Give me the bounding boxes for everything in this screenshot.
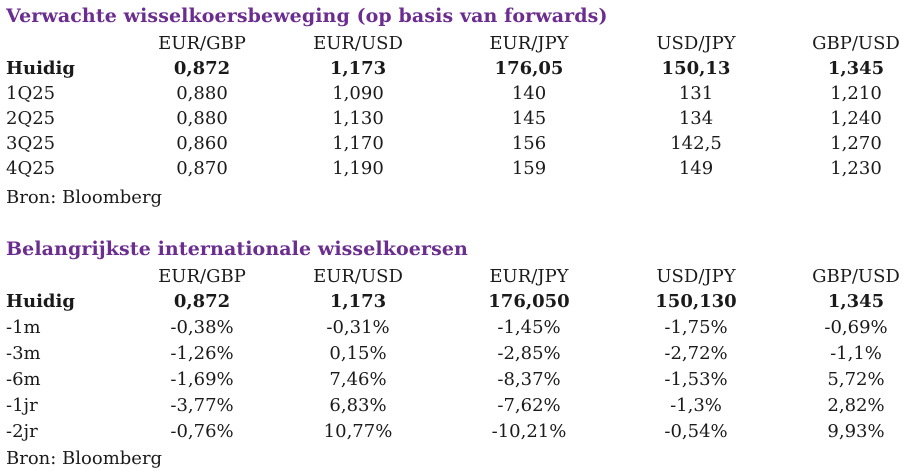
table-cell: -1,26% (170, 343, 234, 364)
column-header: EUR/GBP (158, 266, 246, 287)
table-cell: 176,050 (488, 291, 570, 312)
column-header: EUR/JPY (489, 266, 569, 287)
column-header: EUR/JPY (489, 33, 569, 54)
forwards-header-row: EUR/GBP EUR/USD EUR/JPY USD/JPY GBP/USD (0, 31, 915, 56)
table-cell: -2,72% (664, 343, 728, 364)
table-cell: -1,1% (830, 343, 882, 364)
table-cell: 1,345 (827, 291, 885, 312)
row-label: 3Q25 (6, 133, 56, 154)
table-cell: 1,240 (830, 108, 882, 129)
table-cell: -1,53% (664, 369, 728, 390)
table-cell: 0,880 (176, 83, 228, 104)
table-row: -2jr -0,76% 10,77% -10,21% -0,54% 9,93% (0, 419, 915, 444)
table-cell: 159 (511, 158, 547, 179)
row-label: 4Q25 (6, 158, 56, 179)
table-cell: 5,72% (827, 369, 885, 390)
table-cell: 1,173 (329, 58, 387, 79)
table-cell: -1,69% (170, 369, 234, 390)
column-header: EUR/USD (313, 33, 403, 54)
table-cell: 149 (678, 158, 714, 179)
row-label: -3m (6, 343, 41, 364)
table-cell: 0,872 (173, 291, 231, 312)
table-cell: 176,05 (494, 58, 564, 79)
table-cell: 1,345 (827, 58, 885, 79)
table-cell: -1,75% (664, 317, 728, 338)
column-header: EUR/USD (313, 266, 403, 287)
table-cell: 1,230 (830, 158, 882, 179)
table-cell: 9,93% (827, 421, 885, 442)
table-row: -3m -1,26% 0,15% -2,85% -2,72% -1,1% (0, 341, 915, 366)
rates-header-row: EUR/GBP EUR/USD EUR/JPY USD/JPY GBP/USD (0, 264, 915, 289)
table-cell: -8,37% (497, 369, 561, 390)
row-label: Huidig (6, 58, 75, 79)
table-cell: 1,210 (830, 83, 882, 104)
table-cell: -0,38% (170, 317, 234, 338)
table-cell: 0,15% (329, 343, 387, 364)
table-cell: 156 (511, 133, 547, 154)
column-header: GBP/USD (812, 266, 900, 287)
table-cell: 150,130 (655, 291, 737, 312)
table-cell: 1,190 (332, 158, 384, 179)
table-cell: 7,46% (329, 369, 387, 390)
column-header: GBP/USD (812, 33, 900, 54)
table-cell: -1,3% (670, 395, 722, 416)
rates-current-row: Huidig 0,872 1,173 176,050 150,130 1,345 (0, 289, 915, 314)
source-note: Bron: Bloomberg (6, 187, 163, 208)
row-label: 1Q25 (6, 83, 56, 104)
table-cell: -10,21% (491, 421, 567, 442)
table-cell: 0,870 (176, 158, 228, 179)
table-row: -6m -1,69% 7,46% -8,37% -1,53% 5,72% (0, 367, 915, 392)
table-cell: -2,85% (497, 343, 561, 364)
row-label: -2jr (6, 421, 38, 442)
table-cell: 6,83% (329, 395, 387, 416)
table-cell: 0,860 (176, 133, 228, 154)
table-row: -1m -0,38% -0,31% -1,45% -1,75% -0,69% (0, 315, 915, 340)
table-row: 3Q25 0,860 1,170 156 142,5 1,270 (0, 131, 915, 156)
table-cell: 1,170 (332, 133, 384, 154)
source-note: Bron: Bloomberg (6, 448, 163, 469)
row-label: -6m (6, 369, 41, 390)
column-header: EUR/GBP (158, 33, 246, 54)
table-cell: 1,090 (332, 83, 384, 104)
table-cell: -3,77% (170, 395, 234, 416)
table-cell: 1,130 (332, 108, 384, 129)
rates-title: Belangrijkste internationale wisselkoers… (6, 238, 468, 260)
table-row: 4Q25 0,870 1,190 159 149 1,230 (0, 156, 915, 181)
table-cell: 140 (511, 83, 547, 104)
table-cell: 10,77% (323, 421, 393, 442)
row-label: 2Q25 (6, 108, 56, 129)
table-cell: 145 (511, 108, 547, 129)
table-cell: 0,880 (176, 108, 228, 129)
table-cell: 150,13 (661, 58, 731, 79)
table-cell: -0,69% (824, 317, 888, 338)
column-header: USD/JPY (656, 266, 736, 287)
table-cell: 134 (678, 108, 714, 129)
table-cell: -0,31% (326, 317, 390, 338)
table-row: -1jr -3,77% 6,83% -7,62% -1,3% 2,82% (0, 393, 915, 418)
table-row: 2Q25 0,880 1,130 145 134 1,240 (0, 106, 915, 131)
table-row: 1Q25 0,880 1,090 140 131 1,210 (0, 81, 915, 106)
table-cell: 142,5 (670, 133, 722, 154)
table-cell: -7,62% (497, 395, 561, 416)
table-cell: 0,872 (173, 58, 231, 79)
table-cell: -1,45% (497, 317, 561, 338)
forwards-title: Verwachte wisselkoersbeweging (op basis … (6, 5, 608, 27)
table-cell: -0,76% (170, 421, 234, 442)
table-cell: 1,270 (830, 133, 882, 154)
table-cell: 131 (678, 83, 714, 104)
row-label: Huidig (6, 291, 75, 312)
row-label: -1m (6, 317, 41, 338)
row-label: -1jr (6, 395, 38, 416)
table-cell: 1,173 (329, 291, 387, 312)
column-header: USD/JPY (656, 33, 736, 54)
table-cell: 2,82% (827, 395, 885, 416)
forwards-current-row: Huidig 0,872 1,173 176,05 150,13 1,345 (0, 56, 915, 81)
table-cell: -0,54% (664, 421, 728, 442)
